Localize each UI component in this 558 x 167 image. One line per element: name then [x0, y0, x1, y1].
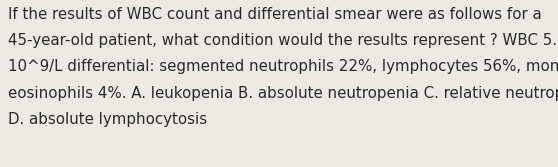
Text: If the results of WBC count and differential smear were as follows for a: If the results of WBC count and differen… [8, 7, 542, 22]
Text: 10^9/L differential: segmented neutrophils 22%, lymphocytes 56%, monos 18%,: 10^9/L differential: segmented neutrophi… [8, 59, 558, 74]
Text: 45-year-old patient, what condition would the results represent ? WBC 5.6 x: 45-year-old patient, what condition woul… [8, 33, 558, 48]
Text: D. absolute lymphocytosis: D. absolute lymphocytosis [8, 112, 208, 127]
Text: eosinophils 4%. A. leukopenia B. absolute neutropenia C. relative neutrophilia: eosinophils 4%. A. leukopenia B. absolut… [8, 86, 558, 101]
